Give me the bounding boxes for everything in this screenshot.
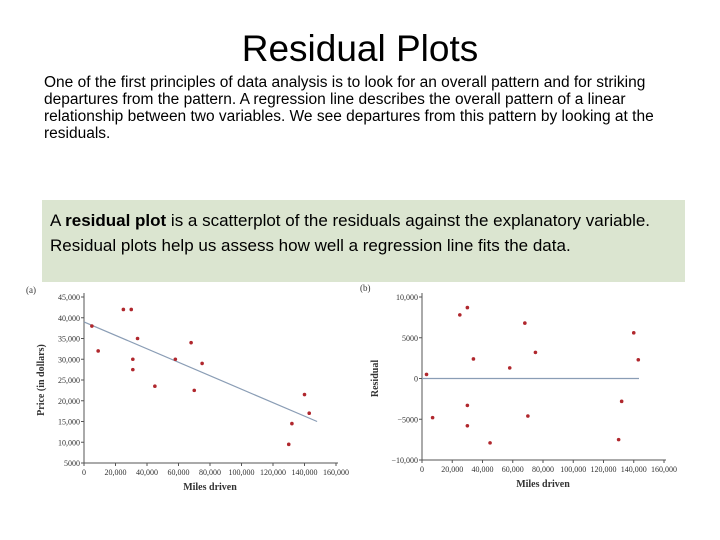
x-tick-label: 40,000 bbox=[136, 468, 158, 477]
x-tick-label: 160,000 bbox=[323, 468, 349, 477]
data-point bbox=[465, 423, 470, 428]
data-point bbox=[131, 367, 135, 372]
slide-title: Residual Plots bbox=[241, 28, 479, 69]
intro-paragraph: One of the first principles of data anal… bbox=[44, 74, 654, 142]
data-point bbox=[90, 324, 94, 328]
definition-term: residual plot bbox=[65, 211, 167, 230]
data-point bbox=[153, 384, 157, 389]
data-point bbox=[465, 305, 470, 310]
x-tick-label: 120,000 bbox=[260, 468, 286, 477]
data-point bbox=[173, 357, 178, 362]
definition-text: is a scatterplot of the residuals agains… bbox=[50, 211, 651, 255]
data-point bbox=[192, 388, 197, 393]
data-point bbox=[290, 421, 294, 426]
data-point bbox=[619, 399, 624, 404]
data-point bbox=[135, 336, 140, 341]
definition-prefix: A bbox=[50, 211, 66, 230]
y-tick-label: 10,000 bbox=[58, 438, 80, 447]
panel-label: (b) bbox=[360, 283, 371, 293]
data-point bbox=[430, 415, 435, 420]
x-tick-label: 0 bbox=[420, 465, 424, 474]
y-axis-label: Residual bbox=[370, 360, 381, 397]
y-tick-label: 0 bbox=[414, 375, 418, 384]
y-tick-label: 25,000 bbox=[58, 376, 80, 385]
y-tick-label: 35,000 bbox=[58, 335, 80, 344]
regression-line bbox=[83, 321, 318, 423]
data-point bbox=[458, 313, 462, 317]
x-tick-label: 160,000 bbox=[651, 465, 677, 474]
price-scatter-chart: 5000 10,000 15,000 20,000 25,000 30,000 35,000… bbox=[26, 285, 349, 493]
x-tick-label: 100,000 bbox=[560, 465, 586, 474]
data-point bbox=[471, 357, 476, 361]
data-point bbox=[302, 392, 307, 397]
data-point bbox=[129, 307, 134, 312]
data-point bbox=[131, 357, 135, 362]
x-tick-label: 140,000 bbox=[292, 468, 318, 477]
x-tick-label: 120,000 bbox=[591, 465, 617, 474]
data-point bbox=[96, 349, 100, 353]
x-tick-label: 60,000 bbox=[502, 465, 524, 474]
y-tick-label: 5000 bbox=[402, 334, 418, 343]
x-tick-label: 140,000 bbox=[621, 465, 647, 474]
y-tick-label: 30,000 bbox=[58, 355, 80, 364]
y-tick-label: 20,000 bbox=[58, 397, 80, 406]
y-tick-label: 5000 bbox=[64, 459, 80, 468]
y-tick-label: 45,000 bbox=[58, 293, 80, 302]
data-point bbox=[533, 350, 538, 355]
data-point bbox=[631, 331, 636, 335]
y-tick-label: −10,000 bbox=[391, 456, 418, 465]
x-axis-label: Miles driven bbox=[183, 482, 237, 493]
data-point bbox=[465, 403, 470, 408]
x-axis-label: Miles driven bbox=[516, 479, 570, 490]
x-tick-label: 20,000 bbox=[441, 465, 463, 474]
panel-label: (a) bbox=[26, 285, 36, 295]
x-tick-label: 40,000 bbox=[472, 465, 494, 474]
x-tick-label: 60,000 bbox=[168, 468, 190, 477]
y-tick-label: −5000 bbox=[397, 415, 418, 424]
data-point bbox=[189, 340, 193, 345]
data-point bbox=[488, 441, 492, 445]
y-tick-label: 10,000 bbox=[396, 293, 418, 302]
y-tick-label: 15,000 bbox=[58, 418, 80, 427]
x-tick-label: 20,000 bbox=[105, 468, 127, 477]
data-point bbox=[507, 366, 512, 370]
data-point bbox=[307, 411, 312, 415]
data-point bbox=[286, 442, 291, 447]
residual-scatter-chart: −10,000 −5000 0 5000 10,000 0 20,000 40,000 60,0… bbox=[360, 283, 677, 490]
x-tick-label: 100,000 bbox=[229, 468, 255, 477]
definition-box: A residual plot is a scatterplot of the … bbox=[42, 200, 685, 282]
x-tick-label: 0 bbox=[82, 468, 86, 477]
y-axis-label: Price (in dollars) bbox=[36, 344, 47, 416]
data-point bbox=[523, 321, 527, 325]
x-tick-label: 80,000 bbox=[532, 465, 554, 474]
data-point bbox=[616, 437, 621, 442]
data-point bbox=[636, 357, 641, 362]
data-point bbox=[526, 414, 530, 418]
y-tick-label: 40,000 bbox=[58, 314, 80, 323]
data-point bbox=[200, 361, 204, 366]
data-point bbox=[121, 307, 126, 312]
data-point bbox=[424, 372, 429, 377]
x-tick-label: 80,000 bbox=[199, 468, 221, 477]
